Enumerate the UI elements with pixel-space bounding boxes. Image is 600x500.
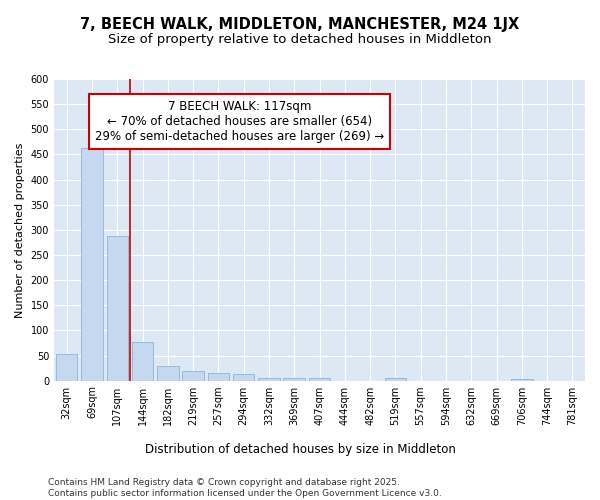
- Bar: [208, 373, 229, 380]
- Bar: [385, 378, 406, 380]
- Text: Contains HM Land Registry data © Crown copyright and database right 2025.
Contai: Contains HM Land Registry data © Crown c…: [48, 478, 442, 498]
- Text: Size of property relative to detached houses in Middleton: Size of property relative to detached ho…: [108, 32, 492, 46]
- Bar: [56, 354, 77, 380]
- Text: Distribution of detached houses by size in Middleton: Distribution of detached houses by size …: [145, 442, 455, 456]
- Bar: [182, 370, 204, 380]
- Bar: [157, 366, 179, 380]
- Bar: [283, 378, 305, 380]
- Text: 7 BEECH WALK: 117sqm
← 70% of detached houses are smaller (654)
29% of semi-deta: 7 BEECH WALK: 117sqm ← 70% of detached h…: [95, 100, 385, 143]
- Bar: [233, 374, 254, 380]
- Y-axis label: Number of detached properties: Number of detached properties: [15, 142, 25, 318]
- Bar: [258, 378, 280, 380]
- Text: 7, BEECH WALK, MIDDLETON, MANCHESTER, M24 1JX: 7, BEECH WALK, MIDDLETON, MANCHESTER, M2…: [80, 18, 520, 32]
- Bar: [107, 236, 128, 380]
- Bar: [511, 379, 533, 380]
- Bar: [81, 148, 103, 380]
- Bar: [132, 342, 153, 380]
- Bar: [309, 378, 330, 380]
